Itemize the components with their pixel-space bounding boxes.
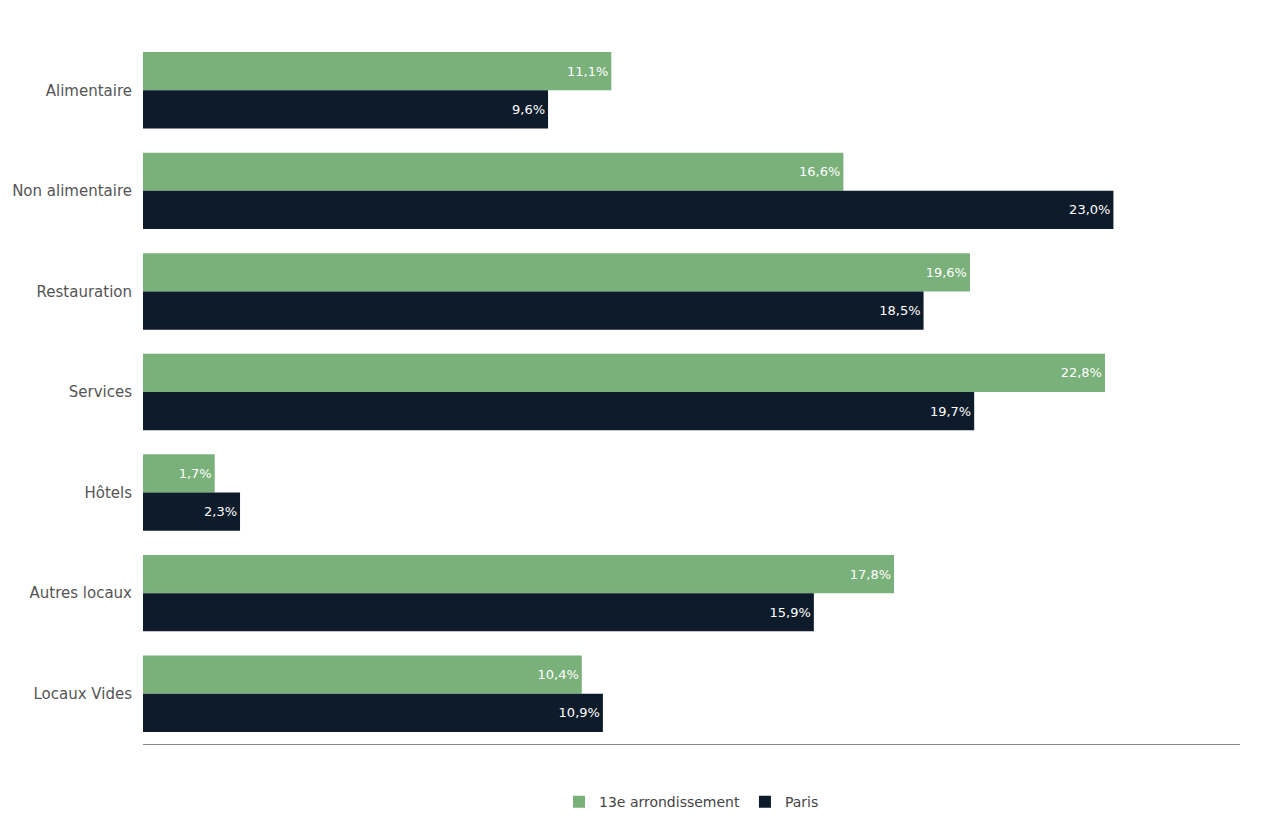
svg-text:19,7%: 19,7%: [930, 404, 971, 419]
svg-text:Restauration: Restauration: [37, 283, 132, 301]
svg-text:1,7%: 1,7%: [179, 466, 212, 481]
svg-text:9,6%: 9,6%: [512, 102, 545, 117]
svg-text:15,9%: 15,9%: [770, 605, 811, 620]
svg-text:17,8%: 17,8%: [850, 567, 891, 582]
svg-text:10,4%: 10,4%: [537, 667, 578, 682]
svg-text:16,6%: 16,6%: [799, 164, 840, 179]
svg-text:22,8%: 22,8%: [1061, 365, 1102, 380]
svg-text:2,3%: 2,3%: [204, 504, 237, 519]
svg-text:19,6%: 19,6%: [926, 265, 967, 280]
svg-text:Services: Services: [69, 383, 132, 401]
svg-text:10,9%: 10,9%: [559, 705, 600, 720]
svg-text:Paris: Paris: [785, 794, 818, 810]
svg-text:13e arrondissement: 13e arrondissement: [599, 794, 740, 810]
svg-text:23,0%: 23,0%: [1069, 202, 1110, 217]
svg-text:18,5%: 18,5%: [879, 303, 920, 318]
svg-text:Autres locaux: Autres locaux: [30, 584, 133, 602]
svg-text:Alimentaire: Alimentaire: [46, 82, 132, 100]
svg-text:Non alimentaire: Non alimentaire: [12, 182, 132, 200]
svg-text:Hôtels: Hôtels: [84, 484, 132, 502]
svg-text:11,1%: 11,1%: [567, 64, 608, 79]
svg-text:Locaux Vides: Locaux Vides: [33, 685, 132, 703]
